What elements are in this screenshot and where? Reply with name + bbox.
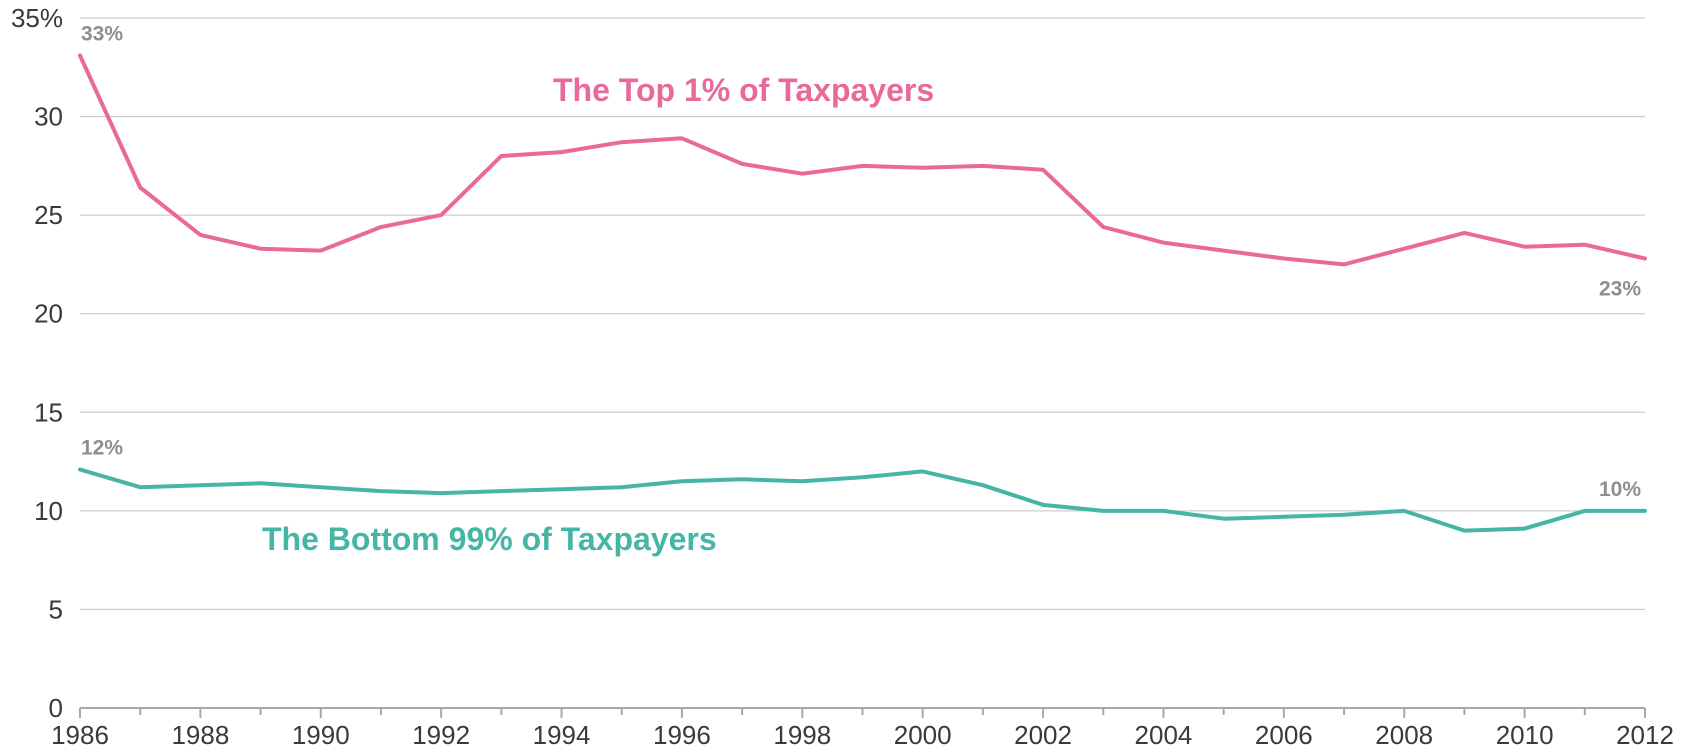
data-label: 33% (81, 22, 123, 45)
y-tick-label: 30 (34, 102, 63, 132)
series-lines (78, 53, 1647, 533)
y-tick-label: 15 (34, 397, 63, 427)
x-tick-label: 2008 (1375, 720, 1433, 750)
y-tick-label: 25 (34, 200, 63, 230)
x-tick-label: 1986 (51, 720, 109, 750)
x-tick-label: 1992 (412, 720, 470, 750)
series-labels: The Top 1% of Taxpayers The Bottom 99% o… (262, 72, 934, 557)
gridlines (80, 17, 1645, 611)
x-tick-label: 2010 (1496, 720, 1554, 750)
x-tick-label: 2012 (1616, 720, 1674, 750)
data-labels: 33% 23% 12% 10% (81, 22, 1641, 500)
y-tick-label: 20 (34, 299, 63, 329)
x-tick-label: 1998 (773, 720, 831, 750)
series-label-top-1: The Top 1% of Taxpayers (553, 72, 934, 108)
series-line-1 (78, 467, 1647, 533)
y-tick-label: 5 (49, 594, 63, 624)
x-tick-label: 2000 (894, 720, 952, 750)
y-tick-label: 35% (11, 3, 63, 33)
x-tick-label: 1994 (533, 720, 591, 750)
x-tick-label: 2006 (1255, 720, 1313, 750)
data-label: 23% (1599, 278, 1641, 301)
y-axis-tick-labels: 0 5 10 15 20 25 30 35% (11, 3, 63, 723)
x-axis: 1986 1988 1990 1992 1994 1996 1998 2000 2002 2004… (51, 707, 1674, 750)
data-label: 12% (81, 436, 123, 459)
x-tick-label: 2002 (1014, 720, 1072, 750)
y-tick-label: 10 (34, 496, 63, 526)
y-tick-label: 0 (49, 693, 63, 723)
series-label-bottom-99: The Bottom 99% of Taxpayers (262, 521, 717, 557)
x-tick-label: 1990 (292, 720, 350, 750)
x-tick-label: 1988 (171, 720, 229, 750)
x-tick-label: 2004 (1135, 720, 1193, 750)
x-tick-label: 1996 (653, 720, 711, 750)
data-label: 10% (1599, 478, 1641, 501)
series-line-0 (78, 53, 1647, 267)
